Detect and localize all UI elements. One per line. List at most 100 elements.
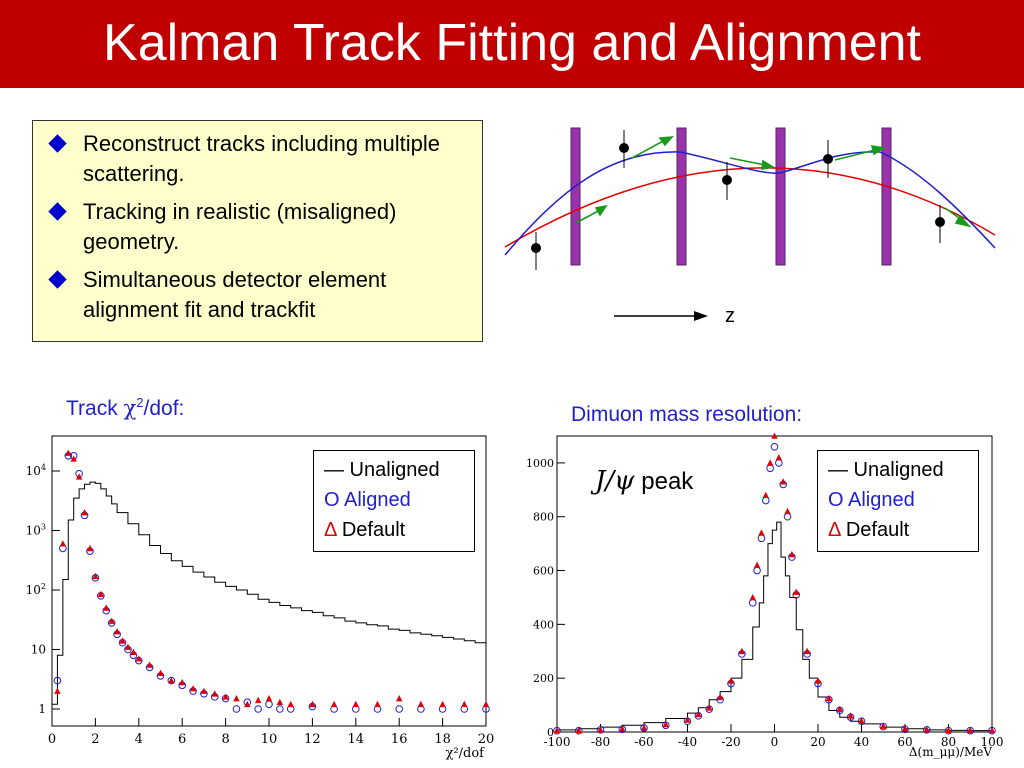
default-point [189,685,197,692]
default-point [684,716,691,723]
default-point [597,726,604,733]
aligned-point [835,706,844,715]
aligned-point [113,630,121,639]
diamond-bullet-icon [48,202,67,221]
y-tick-label: 600 [533,565,554,578]
bullet-text: Simultaneous detector element alignment … [83,267,387,322]
x-tick-label: 20 [478,732,495,747]
aligned-point [330,705,338,713]
default-point [309,700,316,708]
aligned-point [574,726,583,735]
aligned-point [80,511,89,520]
default-point [482,700,490,708]
y-tick-label: 1000 [526,457,554,470]
default-point [858,717,865,724]
default-point [784,507,791,515]
default-point [244,700,251,708]
default-point [749,593,756,601]
aligned-point [596,726,605,734]
aligned-point [661,721,670,730]
aligned-point [857,717,866,726]
detector-plane [881,127,892,266]
aligned-point [640,724,648,732]
default-point [762,491,769,498]
aligned-point [748,599,757,607]
aligned-point [727,679,735,688]
aligned-point [901,725,909,734]
aligned-point [265,700,273,709]
default-point [86,544,94,552]
aligned-point [135,656,143,665]
aligned-point [988,726,996,735]
legend-aligned: O Aligned [324,489,411,511]
aligned-point [922,726,931,734]
aligned-point [53,676,62,685]
aligned-point [814,679,822,688]
default-point [847,712,854,719]
default-point [988,726,996,734]
jpsi-peak-label: J/ψ peak [595,466,694,496]
x-tick-label: 8 [221,732,229,747]
detector-plane [775,127,786,266]
aligned-point [395,705,404,713]
default-point [70,455,77,462]
x-tick-label: 40 [854,735,869,749]
default-point [945,726,952,734]
x-tick-label: 100 [981,735,1004,749]
default-point [793,588,800,595]
x-tick-label: 80 [941,735,956,749]
aligned-point [352,705,360,713]
default-point [119,637,126,644]
default-point [758,529,765,536]
default-point [200,687,208,694]
x-tick-label: 20 [810,735,825,749]
aligned-point [770,442,779,451]
x-tick-label: 2 [91,732,99,747]
aligned-point [118,638,127,647]
aligned-point [879,722,888,731]
aligned-point [232,705,241,713]
aligned-point [553,726,561,735]
default-point [124,643,132,650]
aligned-point [716,695,724,704]
default-point [575,726,582,734]
default-point [276,698,284,706]
x-tick-label: 14 [348,732,365,747]
aligned-point [129,651,138,660]
legend-default: Δ Default [828,519,910,541]
aligned-point [156,672,165,680]
aligned-point [766,464,774,473]
x-tick-label: -80 [591,735,610,749]
aligned-point [775,459,783,467]
aligned-point [200,690,208,698]
aligned-point [705,705,714,713]
default-point [716,693,724,700]
default-point [130,648,137,656]
true-track-curve [504,167,996,248]
default-point [967,726,974,734]
default-point [439,700,446,708]
default-point [97,590,105,597]
x-tick-label: -40 [678,735,697,749]
default-point [836,705,843,712]
aligned-point [438,705,447,713]
x-tick-label: 10 [261,732,278,747]
aligned-point [107,619,116,627]
x-tick-label: 0 [771,735,779,749]
x-tick-label: 60 [897,735,912,749]
default-point [553,726,561,734]
aligned-point [753,566,761,575]
chi2-legend: — Unaligned O Aligned Δ Default [313,450,475,552]
default-point [374,700,381,708]
aligned-point [846,713,855,722]
z-axis-label: z [725,305,735,327]
aligned-point [757,534,766,543]
default-point [775,454,783,461]
default-point [108,617,115,624]
x-tick-label: -100 [544,735,571,749]
y-tick-label: 104 [26,463,46,478]
default-point [771,432,778,439]
default-point [662,720,669,728]
